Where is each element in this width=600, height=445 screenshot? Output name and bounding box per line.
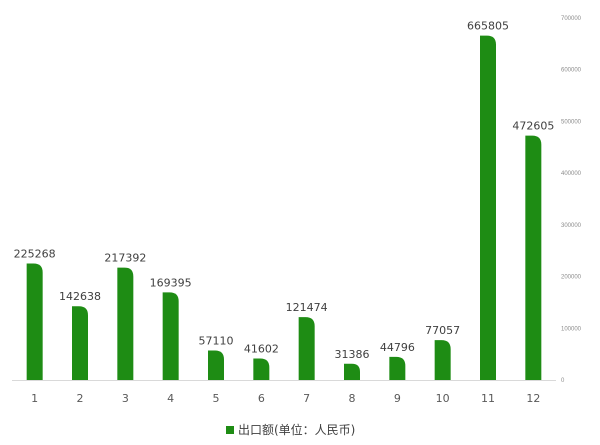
y-tick-400000: 400000 <box>561 171 582 177</box>
bar-2 <box>72 306 88 380</box>
x-axis-ticks: 1 2 3 4 5 6 7 8 9 10 11 12 <box>31 392 540 405</box>
legend: 出口额(单位：人民币) <box>226 422 355 437</box>
bar-9 <box>389 356 406 380</box>
legend-swatch <box>226 426 234 434</box>
x-tick-3: 3 <box>122 392 129 405</box>
bar-12 <box>525 135 542 380</box>
bars-group <box>26 35 542 380</box>
value-label-8: 31386 <box>335 348 370 361</box>
bar-10 <box>434 340 451 380</box>
y-tick-700000: 700000 <box>561 16 582 22</box>
bar-5 <box>208 350 224 380</box>
value-label-10: 77057 <box>425 324 460 337</box>
y-tick-600000: 600000 <box>561 68 582 74</box>
bar-6 <box>253 358 270 380</box>
x-tick-10: 10 <box>436 392 450 405</box>
value-label-5: 57110 <box>199 334 234 347</box>
value-label-2: 142638 <box>59 290 101 303</box>
y-tick-500000: 500000 <box>561 119 582 125</box>
x-tick-9: 9 <box>394 392 401 405</box>
value-label-9: 44796 <box>380 341 415 354</box>
y-axis-ticks: 0 100000 200000 300000 400000 500000 600000 700… <box>561 16 582 384</box>
bar-8 <box>344 363 360 380</box>
x-tick-8: 8 <box>349 392 356 405</box>
value-label-1: 225268 <box>14 248 56 261</box>
x-tick-5: 5 <box>213 392 220 405</box>
x-tick-7: 7 <box>303 392 310 405</box>
bar-7 <box>298 317 315 380</box>
legend-label: 出口额(单位：人民币) <box>238 422 355 437</box>
value-label-3: 217392 <box>104 252 146 265</box>
bar-11 <box>480 35 496 380</box>
bar-3 <box>117 267 134 380</box>
value-labels-group: 225268 142638 217392 169395 57110 41602 121474… <box>14 20 555 361</box>
bar-4 <box>162 292 179 380</box>
x-tick-1: 1 <box>31 392 38 405</box>
x-tick-2: 2 <box>77 392 84 405</box>
y-tick-100000: 100000 <box>561 326 582 332</box>
x-tick-4: 4 <box>167 392 174 405</box>
y-tick-0: 0 <box>561 378 565 384</box>
bar-1 <box>26 263 43 380</box>
y-tick-300000: 300000 <box>561 223 582 229</box>
value-label-7: 121474 <box>286 301 328 314</box>
value-label-12: 472605 <box>512 120 554 133</box>
x-tick-12: 12 <box>526 392 540 405</box>
value-label-11: 665805 <box>467 20 509 33</box>
y-tick-200000: 200000 <box>561 275 582 281</box>
value-label-6: 41602 <box>244 342 279 355</box>
x-tick-11: 11 <box>481 392 495 405</box>
x-tick-6: 6 <box>258 392 265 405</box>
value-label-4: 169395 <box>150 276 192 289</box>
